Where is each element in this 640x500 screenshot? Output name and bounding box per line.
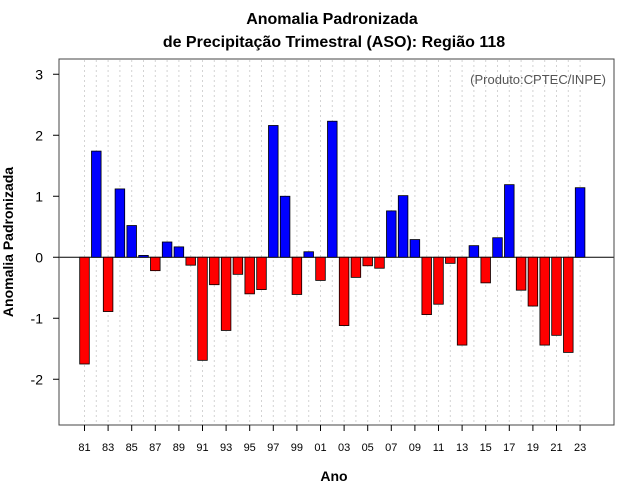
x-tick-label: 93: [220, 442, 232, 454]
bar-95: [244, 256, 255, 295]
bar-17: [504, 184, 515, 258]
bar-81: [79, 256, 90, 365]
y-tick-label: 0: [35, 249, 43, 265]
bars: [79, 120, 586, 365]
x-tick-label: 83: [102, 442, 114, 454]
bar-07: [386, 210, 397, 258]
source-annotation: (Produto:CPTEC/INPE): [470, 72, 606, 87]
x-tick-label: 95: [244, 442, 256, 454]
y-axis: -2 -1 0 1 2 3: [31, 66, 59, 387]
x-tick-label: 09: [409, 442, 421, 454]
bar-90: [185, 256, 196, 266]
x-tick-label: 11: [433, 442, 444, 454]
x-tick-label: 21: [550, 442, 562, 454]
bar-04: [350, 256, 362, 278]
bar-00: [303, 251, 314, 258]
x-tick-label: 99: [291, 442, 303, 454]
bar-21: [551, 256, 562, 336]
x-tick-label: 87: [149, 442, 161, 454]
y-tick-label: 2: [35, 127, 43, 143]
y-tick-label: 1: [35, 188, 43, 204]
bar-06: [374, 256, 385, 269]
bar-02: [327, 120, 338, 258]
x-tick-label: 81: [78, 442, 90, 454]
bar-18: [515, 256, 527, 291]
y-axis-label: Anomalia Padronizada: [0, 167, 16, 317]
bar-16: [492, 237, 503, 258]
bar-86: [138, 255, 149, 258]
bar-94: [232, 256, 244, 275]
bar-98: [279, 195, 291, 258]
bar-92: [209, 256, 220, 286]
x-tick-label: 03: [338, 442, 350, 454]
bar-20: [539, 256, 550, 346]
x-tick-label: 01: [314, 442, 326, 454]
chart-title-line1: Anomalia Padronizada: [246, 11, 418, 28]
chart-title-line2: de Precipitação Trimestral (ASO): Região…: [163, 34, 505, 51]
bar-97: [268, 125, 279, 258]
bar-93: [220, 256, 232, 331]
bar-85: [126, 225, 137, 258]
bar-14: [468, 245, 480, 258]
x-tick-label: 07: [385, 442, 397, 454]
bar-09: [409, 239, 421, 258]
x-tick-label: 15: [480, 442, 492, 454]
y-tick-label: -2: [31, 371, 44, 387]
x-axis-label: Ano: [320, 468, 347, 484]
bar-89: [173, 246, 185, 258]
x-tick-label: 85: [126, 442, 138, 454]
bar-15: [480, 256, 491, 284]
x-tick-label: 17: [503, 442, 515, 454]
bar-08: [397, 195, 409, 258]
bar-87: [150, 256, 161, 272]
x-tick-label: 91: [196, 442, 208, 454]
x-tick-label: 23: [574, 442, 586, 454]
x-tick-label: 05: [362, 442, 374, 454]
x-tick-label: 89: [173, 442, 185, 454]
x-tick-label: 13: [456, 442, 468, 454]
bar-99: [291, 256, 303, 295]
x-axis: 81 83 85 87 89 91 93 95 97 99 01 03 05 07 09 11 13 15 17 19…: [78, 425, 586, 454]
bar-22: [563, 256, 574, 353]
plot-frame: [58, 58, 615, 426]
x-tick-label: 19: [527, 442, 539, 454]
bar-01: [315, 256, 326, 281]
bar-84: [114, 188, 126, 258]
bar-82: [91, 150, 102, 258]
bar-19: [527, 256, 539, 307]
bar-03: [338, 256, 350, 326]
bar-10: [421, 256, 432, 315]
bar-12: [445, 256, 456, 264]
bar-23: [574, 187, 586, 258]
bar-05: [362, 256, 373, 267]
x-tick-label: 97: [267, 442, 279, 454]
bar-96: [256, 256, 267, 290]
y-tick-label: 3: [35, 66, 43, 82]
bar-11: [433, 256, 444, 305]
bar-91: [197, 256, 208, 361]
bar-88: [161, 241, 173, 258]
y-tick-label: -1: [31, 310, 44, 326]
bar-13: [456, 256, 468, 346]
bar-83: [102, 256, 114, 312]
